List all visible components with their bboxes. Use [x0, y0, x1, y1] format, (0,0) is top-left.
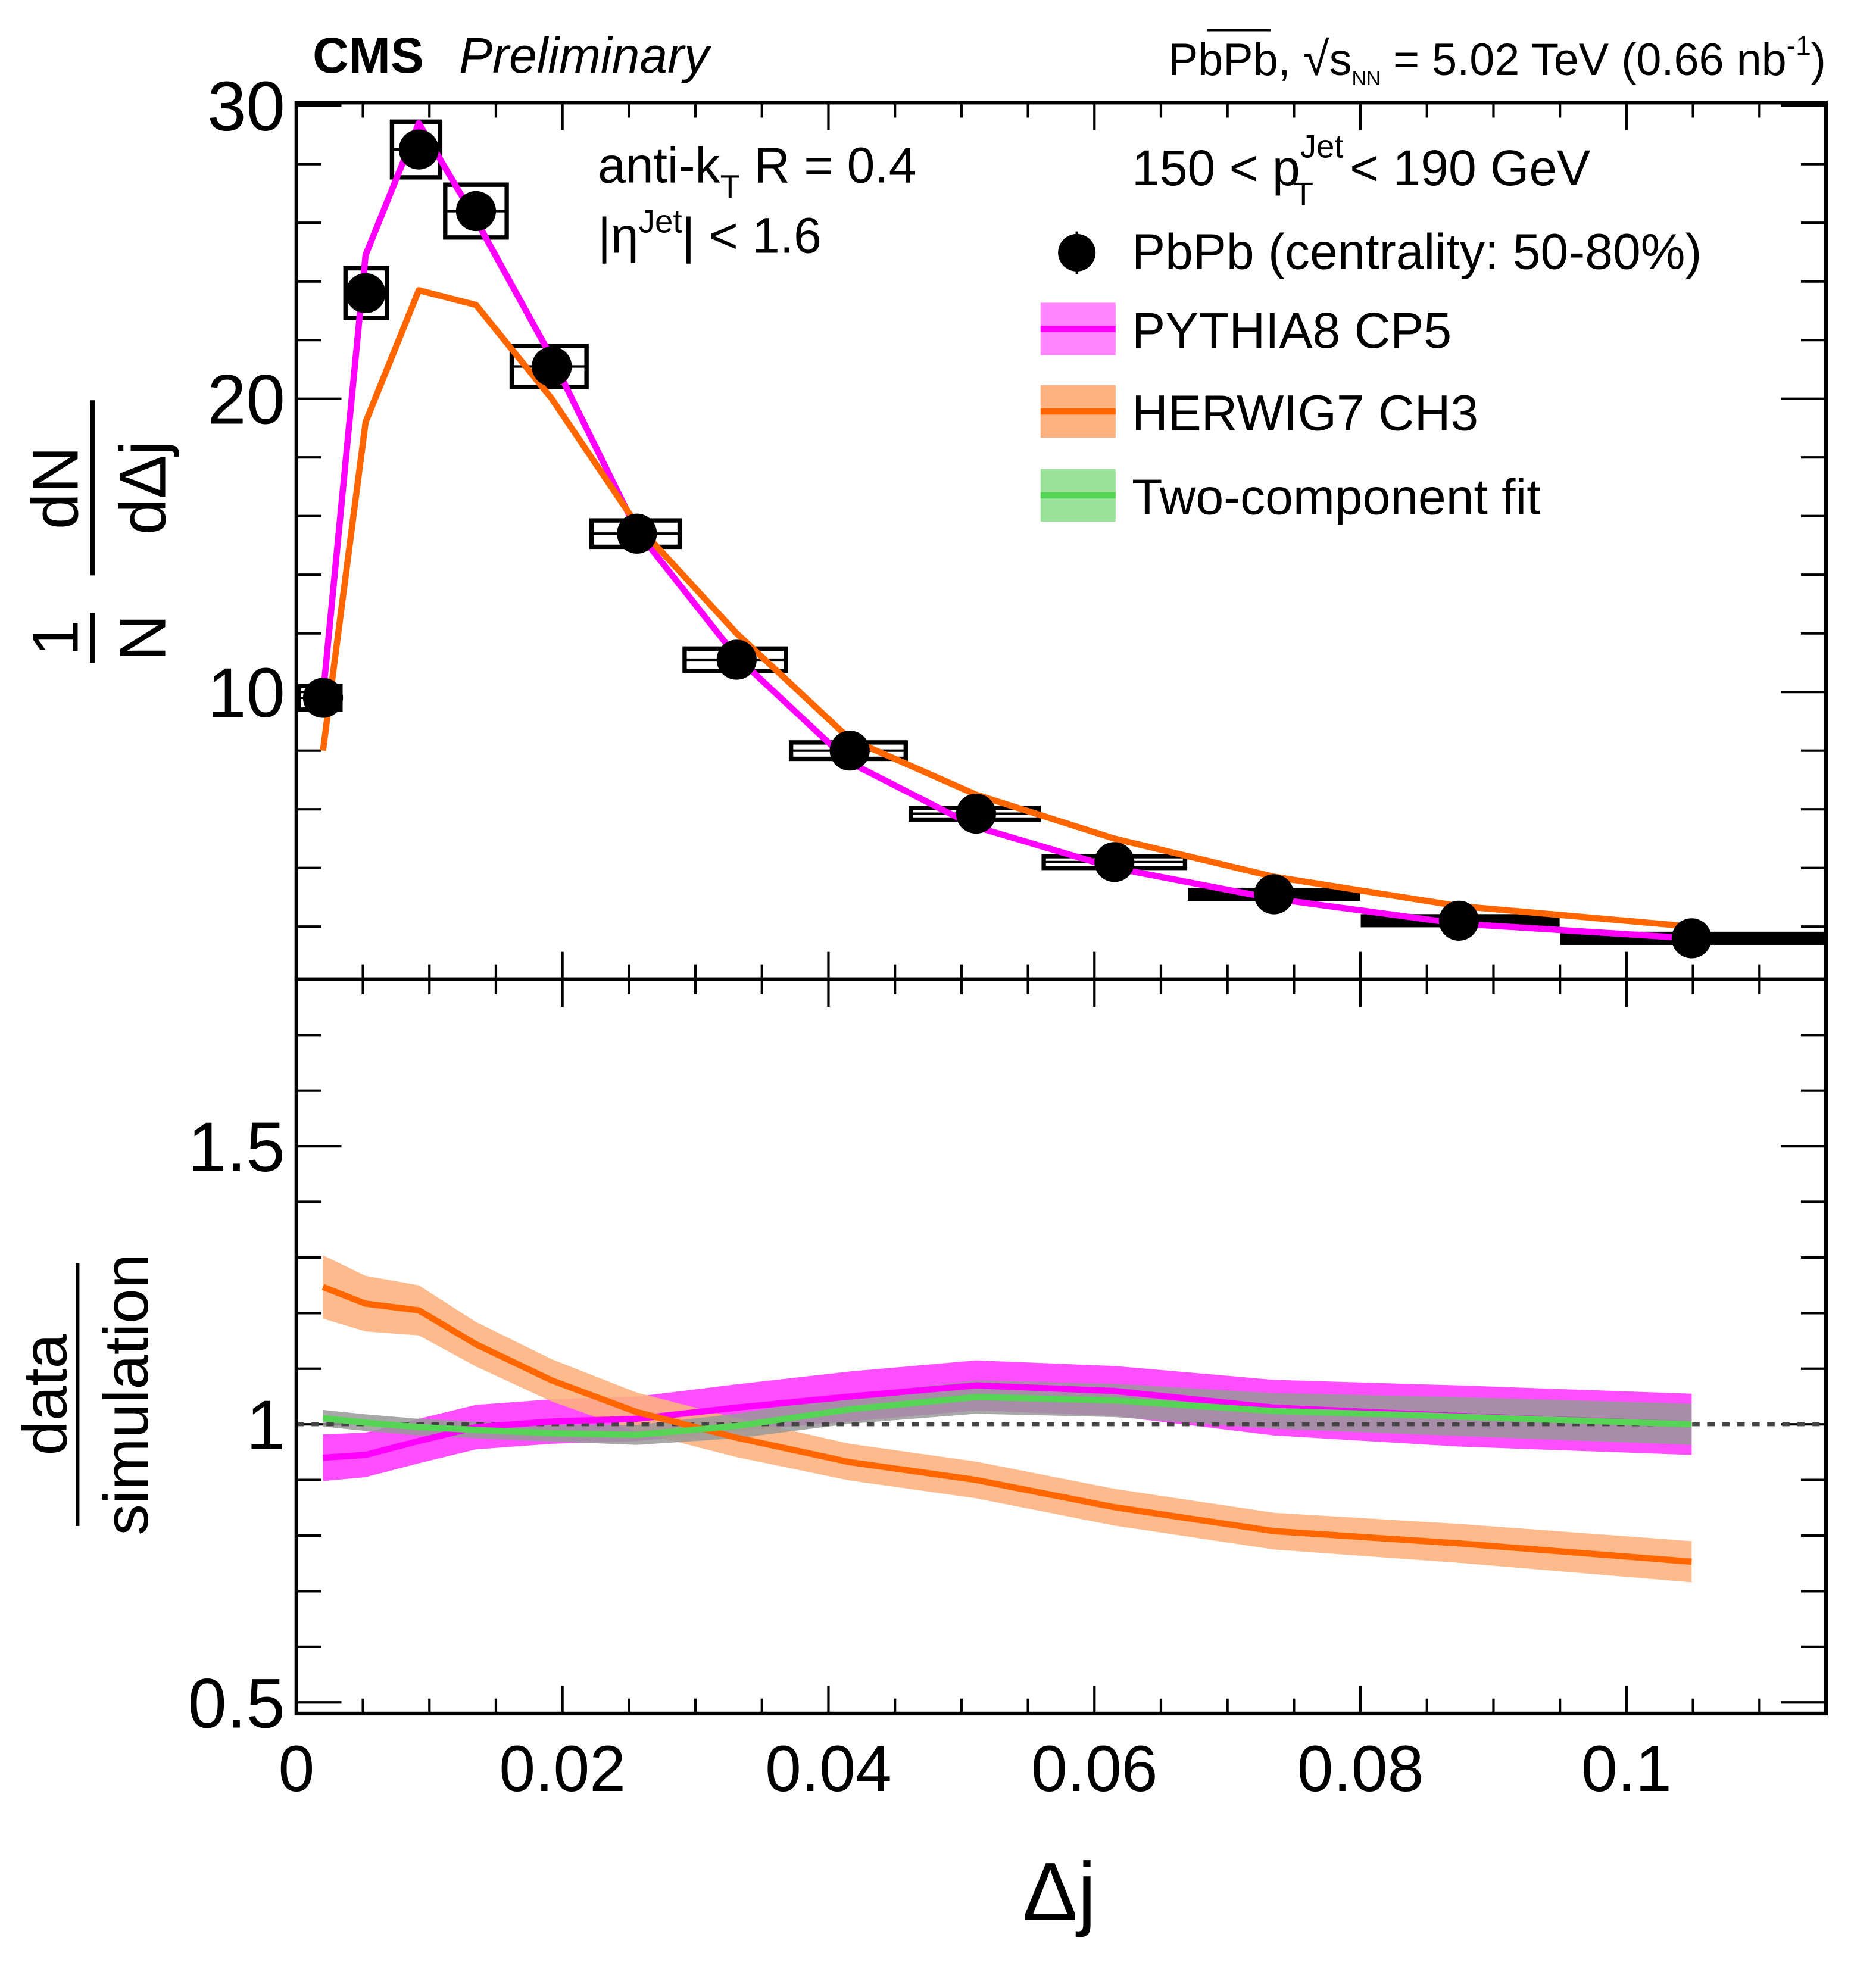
data-point	[345, 273, 386, 314]
data-point	[1671, 918, 1712, 959]
legend-label-data: PbPb (centrality: 50-80%)	[1132, 224, 1702, 280]
data-point	[1094, 842, 1135, 882]
top-y-tick-label: 20	[207, 361, 285, 439]
x-tick-label: 0.02	[499, 1733, 626, 1805]
herwig-ratio-curve	[321, 1284, 1692, 1565]
ratio-y-tick-label: 0.5	[188, 1664, 285, 1742]
preliminary-label: Preliminary	[459, 27, 712, 83]
x-tick-label: 0	[278, 1733, 314, 1805]
ratio-y-axis-title: data simulation	[10, 1254, 161, 1536]
y-title-ddj: dΔj	[107, 441, 179, 535]
ratio-panel: 0 0.02 0.04 0.06 0.08 0.1 0.5 1 1.5	[188, 979, 1828, 1805]
jet-algo-label: anti-kT R = 0.4	[598, 138, 916, 205]
data-point	[956, 793, 997, 834]
data-point	[617, 513, 657, 554]
top-y-tick-label: 30	[207, 67, 285, 145]
legend-label-herwig: HERWIG7 CH3	[1132, 385, 1478, 441]
ratio-y-tick-label: 1.5	[188, 1108, 285, 1186]
data-point	[716, 639, 757, 680]
ratio-y-tick-label: 1	[246, 1386, 285, 1464]
eta-label: |ηJet| < 1.6	[598, 204, 822, 264]
data-point	[1254, 874, 1294, 915]
top-y-axis-title: 1 N dN dΔj	[19, 400, 179, 663]
data-point	[532, 346, 572, 387]
collision-info: PbPb, √sNN = 5.02 TeV (0.66 nb-1)	[1168, 30, 1826, 89]
legend-label-fit: Two-component fit	[1132, 469, 1540, 525]
legend: PbPb (centrality: 50-80%) PYTHIA8 CP5 HE…	[1040, 224, 1702, 525]
legend-entry-data: PbPb (centrality: 50-80%)	[1058, 224, 1702, 280]
legend-entry-pythia: PYTHIA8 CP5	[1040, 302, 1452, 358]
x-tick-label: 0.04	[765, 1733, 892, 1805]
x-tick-label: 0.1	[1581, 1733, 1672, 1805]
fit-ratio-curve	[322, 1394, 1692, 1439]
ratio-title-den: simulation	[92, 1254, 161, 1536]
ratio-title-num: data	[10, 1333, 80, 1455]
fit-ratio-band	[323, 1380, 1692, 1445]
legend-entry-fit: Two-component fit	[1040, 469, 1541, 525]
top-y-tick-label: 10	[207, 654, 285, 732]
data-point	[302, 678, 344, 718]
cms-label: CMS	[313, 27, 424, 83]
data-point	[829, 731, 870, 771]
y-title-n: N	[107, 614, 179, 662]
pt-label: 150 < pJet T < 190 GeV	[1132, 129, 1590, 213]
x-tick-label: 0.08	[1297, 1733, 1424, 1805]
data-point	[1438, 900, 1479, 941]
pythia-ratio-band	[323, 1360, 1692, 1481]
legend-label-pythia: PYTHIA8 CP5	[1132, 302, 1452, 358]
legend-entry-herwig: HERWIG7 CH3	[1040, 385, 1478, 441]
data-point	[398, 129, 439, 170]
y-title-one: 1	[19, 620, 92, 656]
data-point	[455, 191, 497, 232]
top-panel: 10 20 30	[207, 67, 1828, 979]
pythia-ratio-curve	[323, 1382, 1692, 1461]
x-axis-title: Δj	[1023, 1846, 1096, 1938]
y-title-dn: dN	[19, 446, 92, 529]
ratio-frame	[294, 977, 1828, 1716]
x-tick-label: 0.06	[1031, 1733, 1158, 1805]
